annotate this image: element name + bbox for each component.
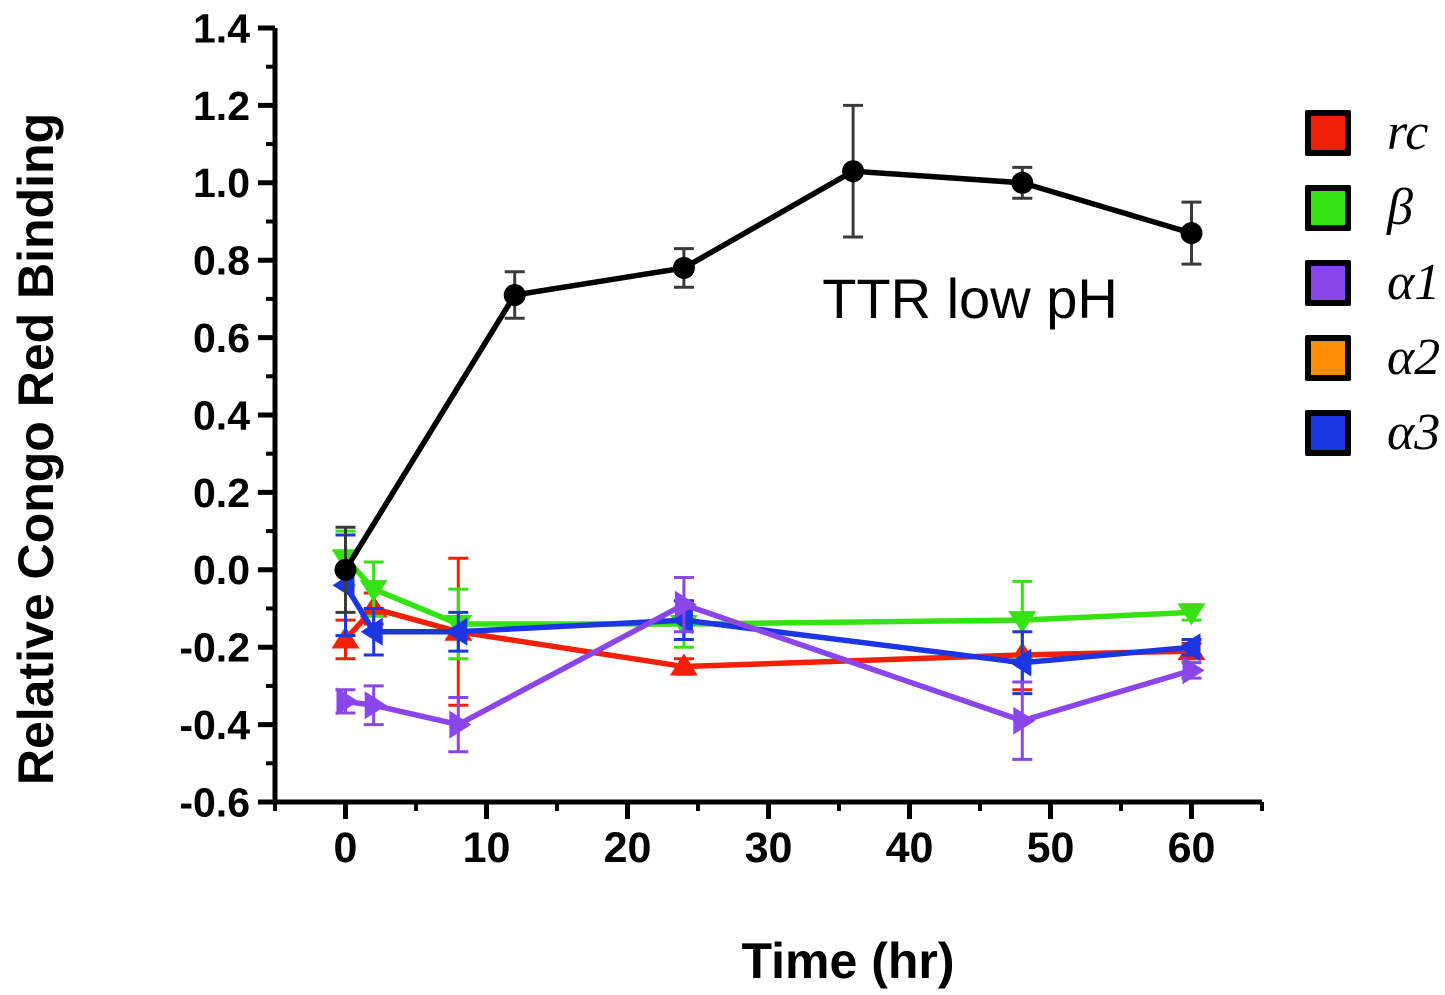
y-tick-label: 0.2 xyxy=(193,470,250,516)
legend-swatch-rc xyxy=(1305,110,1351,156)
y-tick-label: 1.4 xyxy=(193,5,250,51)
marker-circle xyxy=(334,558,357,581)
legend-item-alpha3: α3 xyxy=(1305,404,1441,461)
legend-swatch-alpha1 xyxy=(1305,260,1351,306)
legend-swatch-beta xyxy=(1305,185,1351,231)
y-tick-label: 0.8 xyxy=(193,238,250,284)
y-tick-label: 1.2 xyxy=(193,83,250,129)
marker-triangle-left xyxy=(445,617,468,646)
series-line-beta xyxy=(343,556,1192,627)
marker-triangle-left xyxy=(1178,633,1201,662)
marker-triangle-right xyxy=(364,691,387,720)
marker-triangle-up xyxy=(669,653,698,676)
marker-circle xyxy=(503,284,526,307)
y-tick-label: 0.6 xyxy=(193,315,250,361)
x-tick-label: 60 xyxy=(1168,824,1216,872)
x-tick-label: 0 xyxy=(334,824,358,872)
legend-swatch-alpha3 xyxy=(1305,410,1351,456)
marker-triangle-down xyxy=(1177,603,1206,626)
legend-swatch-alpha2 xyxy=(1305,335,1351,381)
x-axis-title: Time (hr) xyxy=(741,933,955,989)
marker-triangle-left xyxy=(360,617,383,646)
x-tick-label: 20 xyxy=(604,824,652,872)
x-tick-label: 50 xyxy=(1027,824,1075,872)
y-tick-label: 0.0 xyxy=(193,547,250,593)
legend-label-alpha1: α1 xyxy=(1387,254,1441,311)
y-tick-label: -0.4 xyxy=(179,702,250,748)
x-tick-label: 40 xyxy=(886,824,934,872)
y-tick-label: 0.4 xyxy=(193,392,250,438)
marker-triangle-right xyxy=(1182,656,1205,685)
series-line-ttr xyxy=(343,168,1193,572)
marker-triangle-left xyxy=(670,606,693,635)
marker-circle xyxy=(672,256,695,279)
y-axis-title: Relative Congo Red Binding xyxy=(8,112,64,786)
legend-label-rc: rc xyxy=(1387,104,1429,161)
y-tick-label: 1.0 xyxy=(193,160,250,206)
marker-triangle-down xyxy=(1008,611,1037,634)
marker-triangle-down xyxy=(359,580,388,603)
legend-label-alpha3: α3 xyxy=(1387,404,1441,461)
marker-triangle-right xyxy=(674,590,697,619)
marker-circle xyxy=(1180,222,1203,245)
y-tick-label: -0.2 xyxy=(179,625,250,671)
annotation-ttr-low-ph: TTR low pH xyxy=(822,267,1118,330)
series-line-alpha3 xyxy=(343,583,1192,666)
legend-item-beta: β xyxy=(1305,179,1440,236)
legend-label-beta: β xyxy=(1387,179,1413,236)
marker-triangle-right xyxy=(336,687,359,716)
x-tick-label: 10 xyxy=(463,824,511,872)
marker-triangle-right xyxy=(449,710,472,739)
legend: rc β α1 α2 α3 xyxy=(1305,104,1441,461)
y-tick-label: -0.6 xyxy=(179,779,250,825)
marker-circle xyxy=(842,160,865,183)
marker-circle xyxy=(1011,171,1034,194)
legend-item-rc: rc xyxy=(1305,104,1440,161)
marker-triangle-up xyxy=(331,626,360,649)
x-tick-label: 30 xyxy=(745,824,793,872)
legend-label-alpha2: α2 xyxy=(1387,329,1441,386)
marker-triangle-right xyxy=(1013,706,1036,735)
marker-triangle-left xyxy=(1009,648,1032,677)
legend-item-alpha1: α1 xyxy=(1305,254,1441,311)
legend-item-alpha2: α2 xyxy=(1305,329,1441,386)
